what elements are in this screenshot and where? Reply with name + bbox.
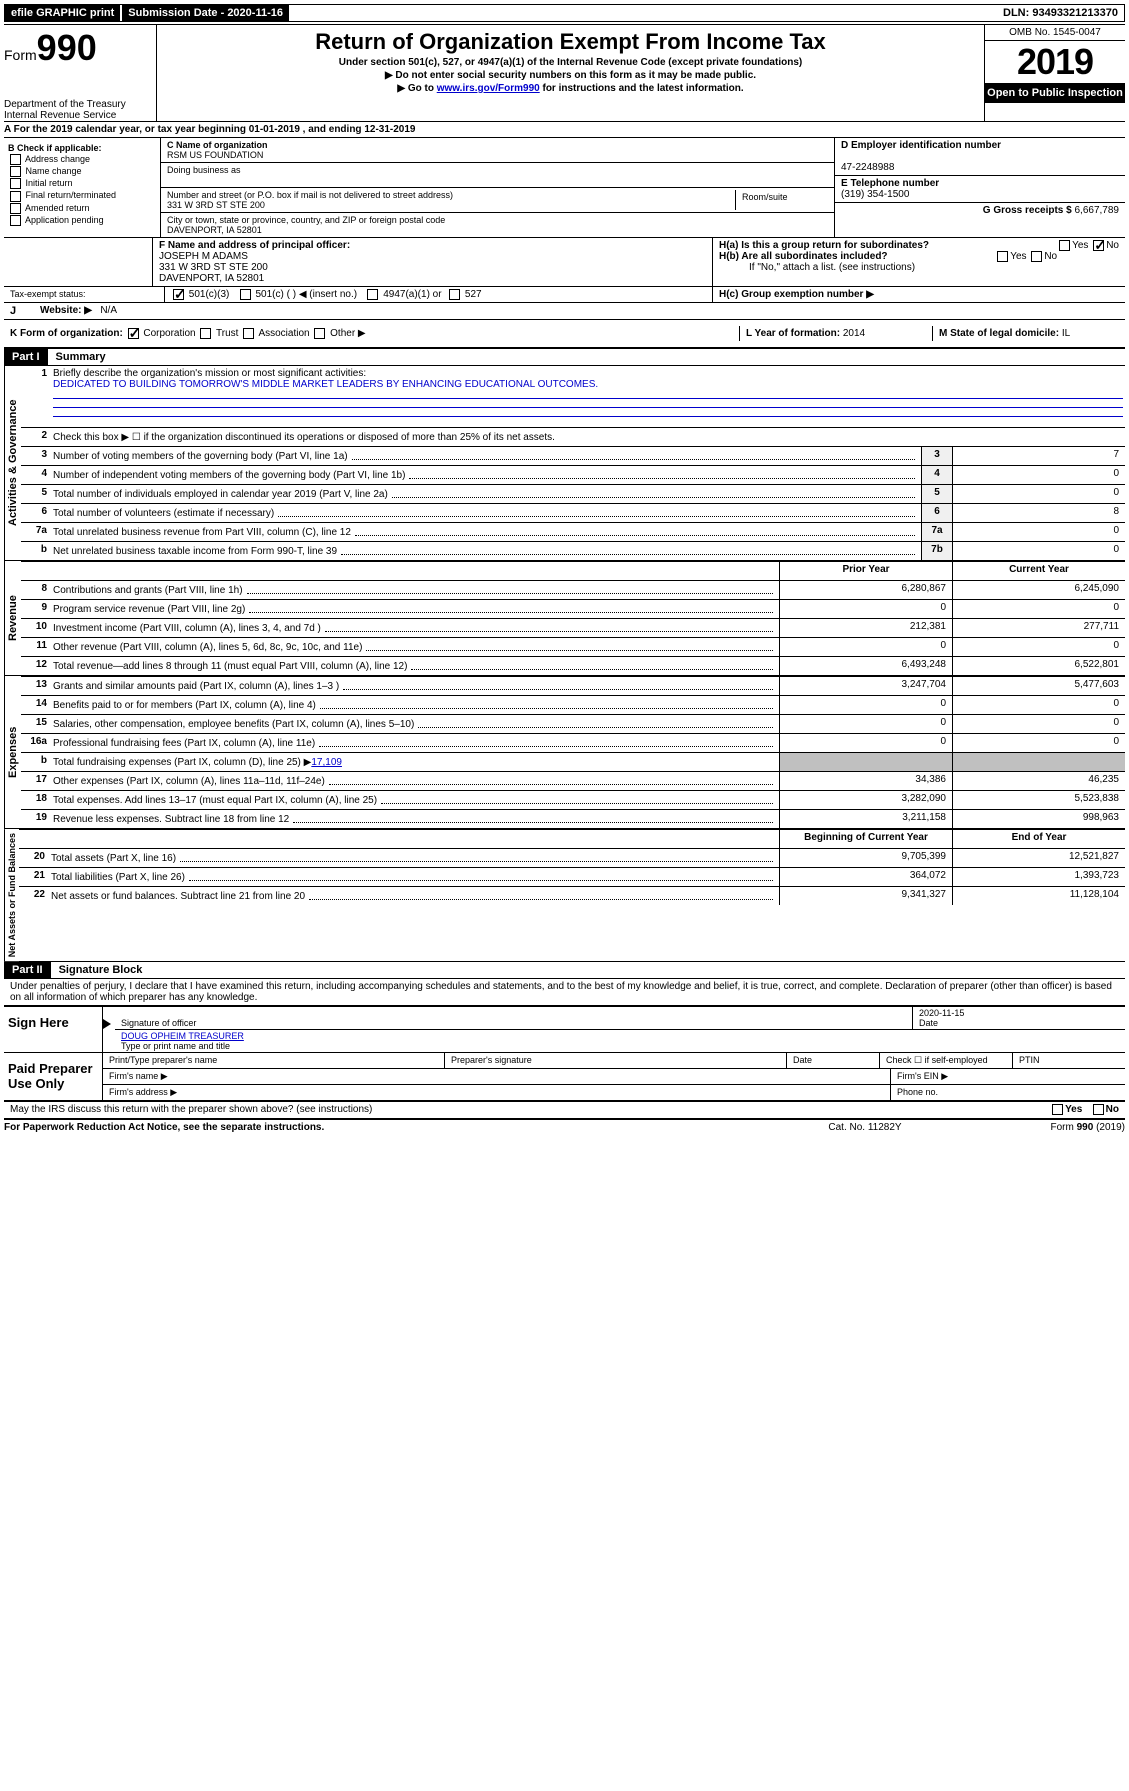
summary-line: 20 Total assets (Part X, line 16) 9,705,… — [19, 848, 1125, 867]
form-subtitle: Under section 501(c), 527, or 4947(a)(1)… — [163, 57, 978, 68]
omb-number: OMB No. 1545-0047 — [985, 25, 1125, 41]
year-formation: 2014 — [843, 328, 865, 339]
org-city: DAVENPORT, IA 52801 — [167, 225, 262, 235]
part-1-header: Part I Summary — [4, 348, 1125, 365]
dept-label: Department of the TreasuryInternal Reven… — [4, 99, 152, 121]
summary-line: 7a Total unrelated business revenue from… — [21, 522, 1125, 541]
expenses-section: Expenses 13 Grants and similar amounts p… — [4, 675, 1125, 828]
ein: 47-2248988 — [841, 162, 894, 173]
form-title: Return of Organization Exempt From Incom… — [163, 29, 978, 55]
gross-receipts: 6,667,789 — [1075, 205, 1120, 216]
summary-line: 16a Professional fundraising fees (Part … — [21, 733, 1125, 752]
summary-line: 9 Program service revenue (Part VIII, li… — [21, 599, 1125, 618]
open-to-public: Open to Public Inspection — [985, 83, 1125, 103]
sign-date: 2020-11-15 — [919, 1008, 964, 1018]
summary-line: 12 Total revenue—add lines 8 through 11 … — [21, 656, 1125, 675]
signer-name[interactable]: DOUG OPHEIM TREASURER — [121, 1031, 244, 1041]
declaration: Under penalties of perjury, I declare th… — [4, 978, 1125, 1005]
officer-name: JOSEPH M ADAMS — [159, 251, 248, 262]
summary-line: 4 Number of independent voting members o… — [21, 465, 1125, 484]
vert-revenue: Revenue — [4, 561, 21, 675]
entity-section: B Check if applicable: Address change Na… — [4, 137, 1125, 237]
summary-line: 14 Benefits paid to or for members (Part… — [21, 695, 1125, 714]
summary-section: Activities & Governance 1 Briefly descri… — [4, 365, 1125, 560]
note-ssn: ▶ Do not enter social security numbers o… — [163, 70, 978, 81]
tax-status-row: Tax-exempt status: 501(c)(3) 501(c) ( ) … — [4, 286, 1125, 302]
efile-link[interactable]: efile GRAPHIC print — [5, 5, 120, 21]
part-2-header: Part II Signature Block — [4, 961, 1125, 978]
revenue-section: Revenue Prior Year Current Year 8 Contri… — [4, 560, 1125, 675]
summary-line: 21 Total liabilities (Part X, line 26) 3… — [19, 867, 1125, 886]
summary-line: 5 Total number of individuals employed i… — [21, 484, 1125, 503]
right-boxes: D Employer identification number 47-2248… — [835, 138, 1125, 237]
vert-assets: Net Assets or Fund Balances — [4, 829, 19, 961]
summary-line: 17 Other expenses (Part IX, column (A), … — [21, 771, 1125, 790]
signature-block: Sign Here Signature of officer 2020-11-1… — [4, 1005, 1125, 1053]
summary-line: 15 Salaries, other compensation, employe… — [21, 714, 1125, 733]
note-goto: ▶ Go to www.irs.gov/Form990 for instruct… — [163, 83, 978, 94]
paid-preparer-block: Paid Preparer Use Only Print/Type prepar… — [4, 1053, 1125, 1101]
summary-line: 19 Revenue less expenses. Subtract line … — [21, 809, 1125, 828]
summary-line: 13 Grants and similar amounts paid (Part… — [21, 676, 1125, 695]
vert-expenses: Expenses — [4, 676, 21, 828]
section-a-period: A For the 2019 calendar year, or tax yea… — [4, 121, 1125, 137]
summary-line: 6 Total number of volunteers (estimate i… — [21, 503, 1125, 522]
top-bar: efile GRAPHIC print Submission Date - 20… — [4, 4, 1125, 22]
mission-statement: DEDICATED TO BUILDING TOMORROW'S MIDDLE … — [53, 379, 1123, 390]
summary-line: 10 Investment income (Part VIII, column … — [21, 618, 1125, 637]
telephone: (319) 354-1500 — [841, 189, 909, 200]
submission-date: Submission Date - 2020-11-16 — [120, 5, 289, 21]
arrow-icon — [103, 1019, 111, 1029]
fundraising-total[interactable]: 17,109 — [311, 757, 342, 768]
officer-addr: 331 W 3RD ST STE 200DAVENPORT, IA 52801 — [159, 262, 268, 284]
state-domicile: IL — [1062, 328, 1070, 339]
website: N/A — [100, 305, 117, 316]
box-c: C Name of organization RSM US FOUNDATION… — [161, 138, 835, 237]
box-b: B Check if applicable: Address change Na… — [4, 138, 161, 237]
form-header: Form990 Department of the TreasuryIntern… — [4, 24, 1125, 121]
summary-line: 3 Number of voting members of the govern… — [21, 446, 1125, 465]
vert-activities: Activities & Governance — [4, 366, 21, 560]
dln: DLN: 93493321213370 — [997, 5, 1124, 21]
klm-row: K Form of organization: Corporation Trus… — [4, 320, 1125, 348]
org-address: 331 W 3RD ST STE 200 — [167, 200, 265, 210]
form990-link[interactable]: www.irs.gov/Form990 — [437, 83, 540, 94]
summary-line: b Net unrelated business taxable income … — [21, 541, 1125, 560]
website-row: J Website: ▶ N/A — [4, 302, 1125, 320]
officer-group-row: F Name and address of principal officer:… — [4, 237, 1125, 286]
tax-year: 2019 — [985, 41, 1125, 83]
assets-section: Net Assets or Fund Balances Beginning of… — [4, 828, 1125, 961]
summary-line: 22 Net assets or fund balances. Subtract… — [19, 886, 1125, 905]
summary-line: 11 Other revenue (Part VIII, column (A),… — [21, 637, 1125, 656]
org-name: RSM US FOUNDATION — [167, 150, 263, 160]
footer: For Paperwork Reduction Act Notice, see … — [4, 1119, 1125, 1133]
discuss-row: May the IRS discuss this return with the… — [4, 1101, 1125, 1118]
summary-line: 18 Total expenses. Add lines 13–17 (must… — [21, 790, 1125, 809]
summary-line: 8 Contributions and grants (Part VIII, l… — [21, 580, 1125, 599]
form-number: Form990 — [4, 27, 152, 69]
